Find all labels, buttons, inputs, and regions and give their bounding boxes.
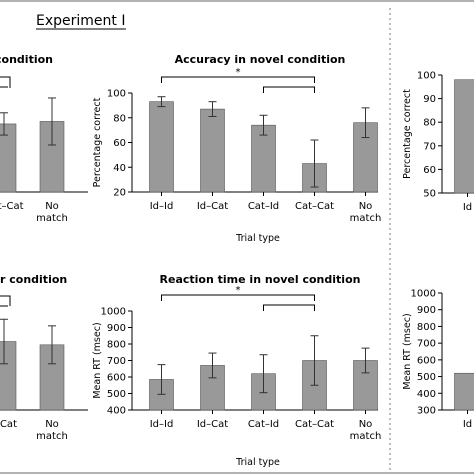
x-tick-label: match [350, 431, 382, 442]
y-tick-label: 100 [107, 89, 126, 100]
y-tick-label: 300 [417, 406, 436, 417]
y-tick-label: 60 [423, 165, 436, 176]
y-tick-label: 400 [107, 406, 126, 417]
bar [149, 101, 174, 193]
x-tick-label: No [359, 419, 373, 430]
chart-title: r condition [0, 273, 67, 286]
y-tick-label: 500 [417, 372, 436, 383]
y-tick-label: 20 [113, 188, 126, 199]
significance-label: * [236, 285, 241, 296]
y-tick-label: 100 [417, 71, 436, 82]
significance-label: * [236, 67, 241, 78]
bar [0, 123, 17, 193]
bar [454, 79, 474, 194]
x-tick-label: Id [463, 202, 472, 213]
chart-title: Accuracy in novel condition [175, 53, 346, 66]
x-tick-label: Cat–Id [248, 201, 279, 212]
y-tick-label: 800 [107, 340, 126, 351]
y-tick-label: 700 [107, 356, 126, 367]
x-tick-label: match [350, 213, 382, 224]
x-tick-label: Id–Id [150, 201, 174, 212]
y-tick-label: 90 [423, 94, 436, 105]
y-axis-label: Mean RT (msec) [92, 322, 103, 398]
significance-bracket [263, 86, 315, 93]
y-tick-label: 40 [113, 163, 126, 174]
x-tick-label: No [359, 201, 373, 212]
y-tick-label: 600 [417, 355, 436, 366]
y-tick-label: 1000 [101, 307, 126, 318]
y-tick-label: 80 [113, 113, 126, 124]
x-tick-label: Cat–Cat [295, 201, 334, 212]
x-tick-label: Cat–Id [248, 419, 279, 430]
x-tick-label: No [45, 419, 59, 430]
y-tick-label: 600 [107, 373, 126, 384]
x-tick-label: Cat–Cat [295, 419, 334, 430]
x-tick-label: match [36, 431, 68, 442]
significance-bracket [161, 294, 315, 301]
experiment-heading: Experiment I [36, 13, 125, 29]
x-tick-label: Id–Cat [197, 201, 228, 212]
y-tick-label: 50 [423, 189, 436, 200]
y-tick-label: 60 [113, 138, 126, 149]
x-tick-label: Id [463, 419, 472, 430]
bar [200, 108, 225, 193]
x-tick-label: t–Cat [0, 419, 17, 430]
significance-bracket-fragment [0, 76, 11, 88]
x-axis-label: Trial type [235, 233, 280, 244]
y-axis-label: Percentage correct [92, 97, 103, 187]
y-tick-label: 700 [417, 339, 436, 350]
x-tick-label: Cat–Cat [0, 201, 24, 212]
chart-title: Reaction time in novel condition [160, 273, 361, 286]
y-tick-label: 500 [107, 389, 126, 400]
y-tick-label: 900 [107, 323, 126, 334]
significance-bracket [161, 76, 315, 83]
chart-title: condition [0, 53, 53, 66]
y-tick-label: 400 [417, 389, 436, 400]
y-axis-label: Percentage correct [402, 89, 413, 179]
significance-bracket [263, 304, 315, 311]
y-tick-label: 900 [417, 305, 436, 316]
bar [454, 372, 474, 411]
x-axis-label: Trial type [235, 457, 280, 468]
bar [0, 341, 17, 411]
x-tick-label: No [45, 201, 59, 212]
y-tick-label: 70 [423, 141, 436, 152]
y-tick-label: 1000 [411, 289, 436, 300]
y-axis-label: Mean RT (msec) [402, 313, 413, 389]
x-tick-label: Id–Id [150, 419, 174, 430]
y-tick-label: 80 [423, 118, 436, 129]
x-tick-label: match [36, 213, 68, 224]
significance-bracket-fragment [0, 295, 11, 306]
x-tick-label: Id–Cat [197, 419, 228, 430]
y-tick-label: 800 [417, 322, 436, 333]
